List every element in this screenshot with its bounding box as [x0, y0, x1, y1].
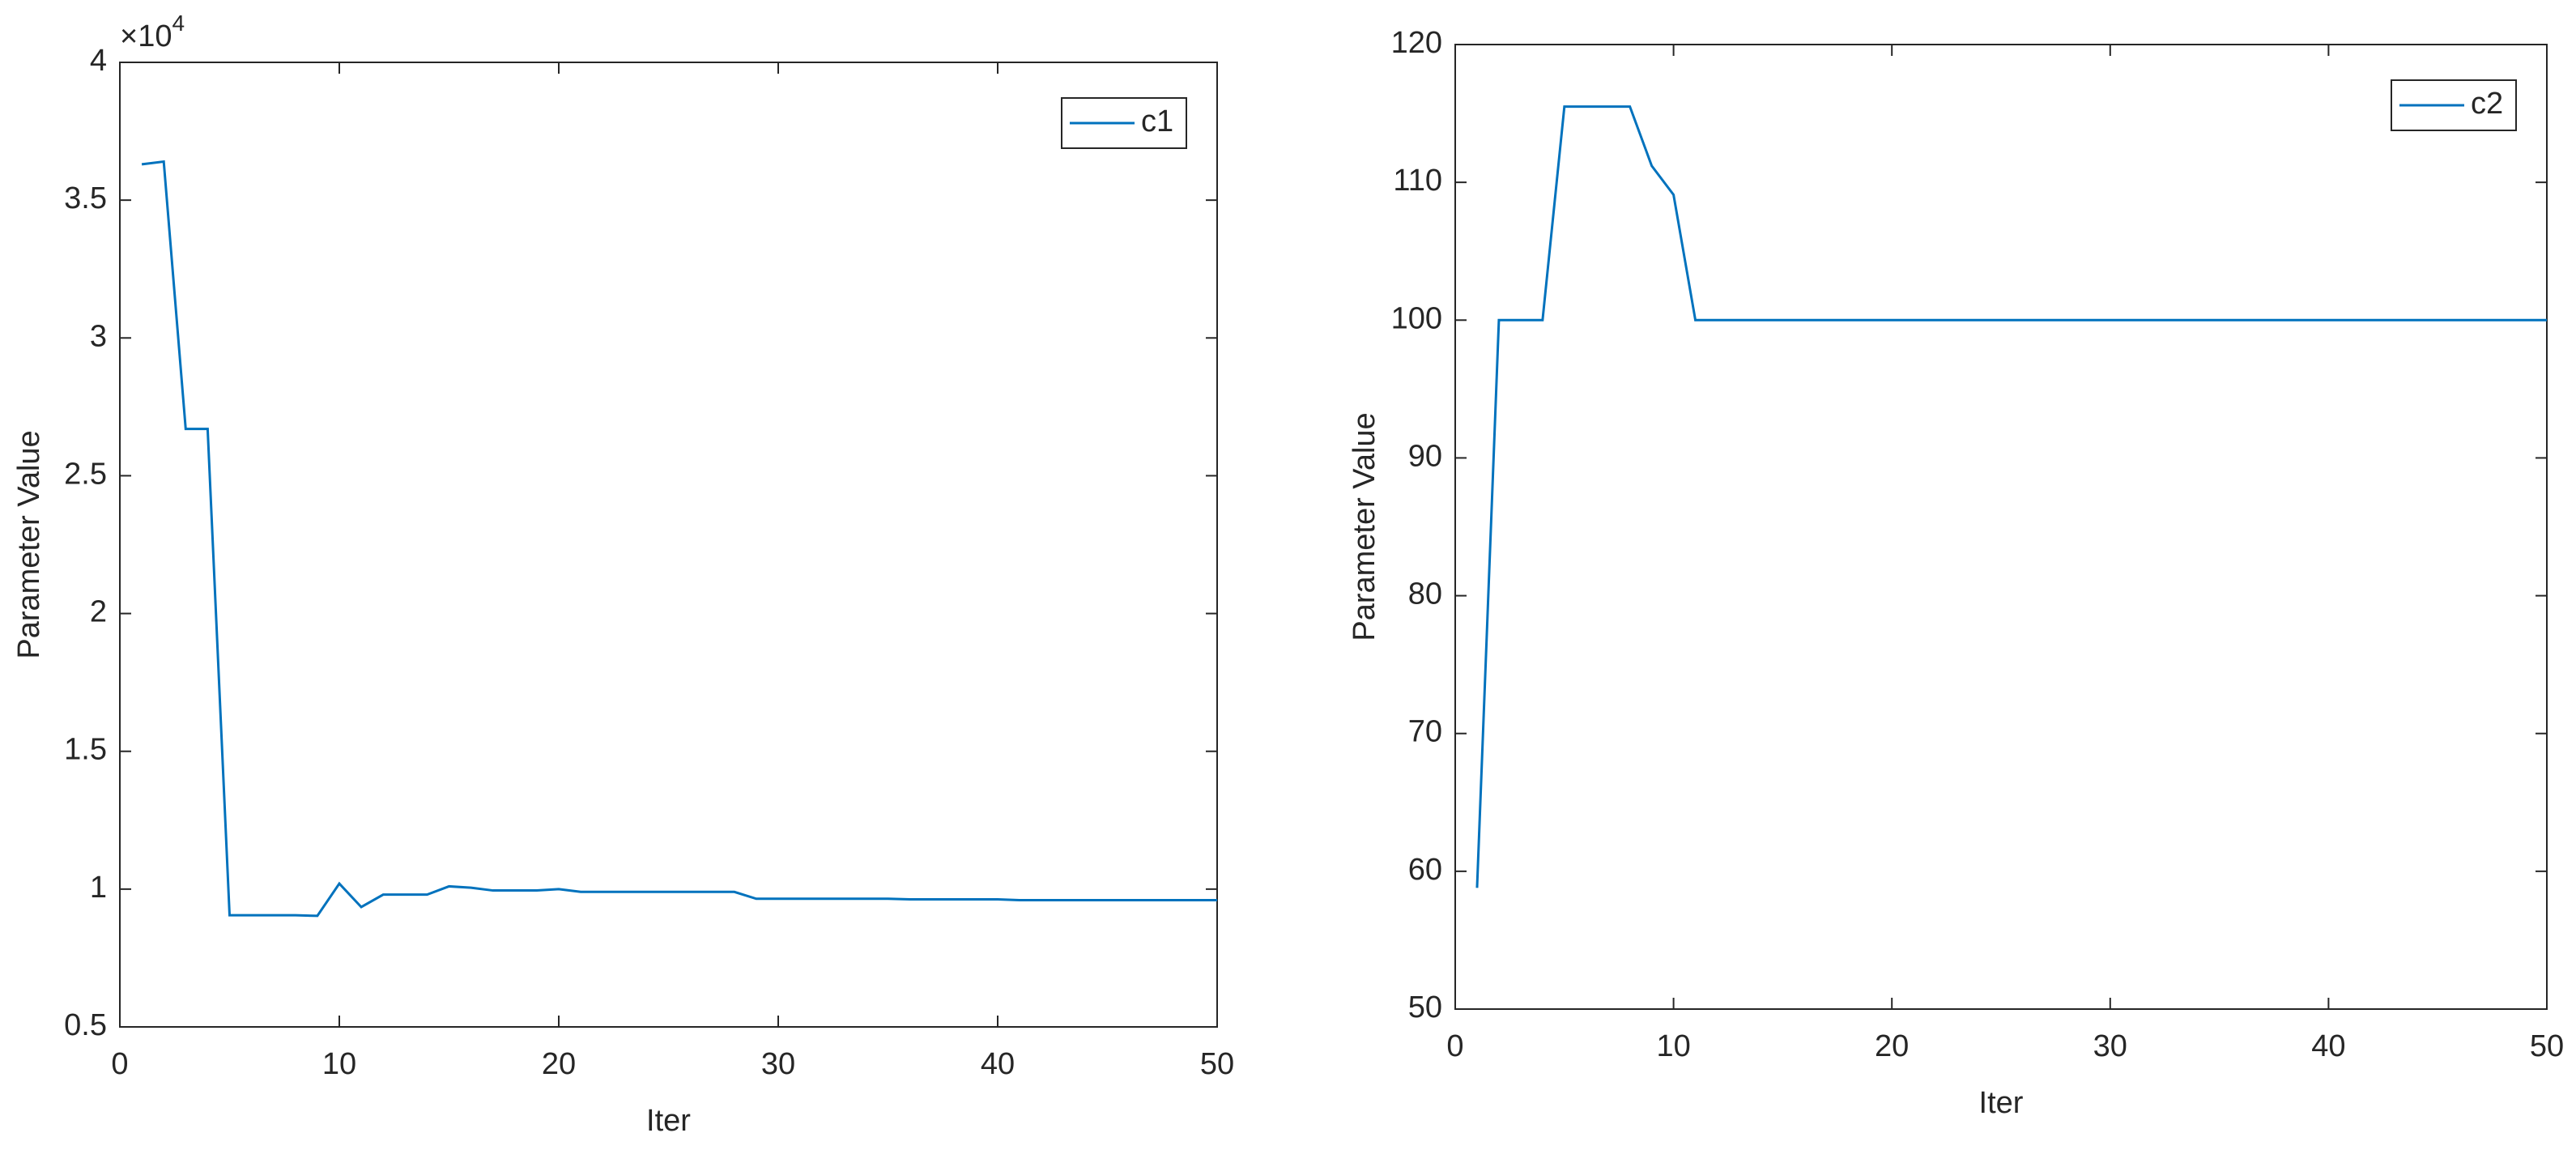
- x-axis-label: Iter: [1979, 1086, 2024, 1120]
- y-tick-label: 120: [1391, 26, 1442, 60]
- x-axis-label: Iter: [646, 1104, 691, 1138]
- x-tick-label: 0: [1446, 1029, 1463, 1063]
- y-multiplier-exponent: 4: [172, 11, 185, 36]
- x-tick-label: 30: [2093, 1029, 2127, 1063]
- x-tick-label: 10: [1656, 1029, 1690, 1063]
- y-tick-label: 50: [1408, 990, 1442, 1024]
- y-multiplier-base: ×10: [120, 19, 172, 53]
- y-tick-label: 1.5: [64, 733, 107, 767]
- x-tick-label: 0: [111, 1047, 128, 1081]
- legend-label: c1: [1141, 104, 1173, 138]
- data-line: [141, 160, 1217, 918]
- axes-box: [1454, 44, 2548, 1010]
- y-multiplier: ×104: [120, 11, 185, 53]
- x-tick-label: 20: [1875, 1029, 1909, 1063]
- y-tick-label: 70: [1408, 715, 1442, 749]
- x-tick-label: 20: [542, 1047, 576, 1081]
- y-tick-label: 1: [90, 871, 107, 905]
- y-tick-label: 2.5: [64, 457, 107, 491]
- y-tick-label: 110: [1393, 164, 1442, 198]
- y-axis-label: Parameter Value: [12, 430, 46, 658]
- y-tick-label: 60: [1408, 853, 1442, 887]
- y-tick-label: 3: [90, 319, 107, 353]
- y-tick-label: 0.5: [64, 1008, 107, 1042]
- x-tick-label: 30: [761, 1047, 795, 1081]
- x-tick-label: 40: [2311, 1029, 2345, 1063]
- x-tick-label: 40: [981, 1047, 1015, 1081]
- y-axis-label: Parameter Value: [1348, 412, 1382, 641]
- y-tick-label: 100: [1391, 301, 1442, 335]
- legend-label: c2: [2471, 87, 2503, 121]
- x-tick-label: 10: [322, 1047, 356, 1081]
- x-tick-label: 50: [1200, 1047, 1234, 1081]
- x-tick-label: 50: [2530, 1029, 2564, 1063]
- axes-box: [119, 62, 1218, 1028]
- y-tick-label: 3.5: [64, 181, 107, 215]
- y-tick-label: 80: [1408, 577, 1442, 611]
- y-tick-label: 90: [1408, 439, 1442, 473]
- y-tick-label: 4: [90, 44, 107, 78]
- y-tick-label: 2: [90, 595, 107, 629]
- data-line: [1475, 105, 2547, 888]
